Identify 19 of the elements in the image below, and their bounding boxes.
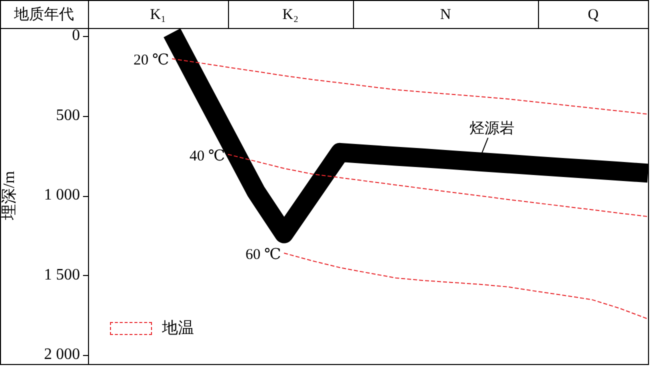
y-tick-label: 1 000 bbox=[44, 186, 80, 204]
y-tick-label: 1 500 bbox=[44, 266, 80, 284]
text: N bbox=[440, 6, 452, 23]
line-series bbox=[228, 154, 648, 218]
series-label: 40 ℃ bbox=[189, 148, 225, 164]
line-series bbox=[284, 252, 648, 320]
text: Q bbox=[588, 6, 599, 23]
y-axis-title: 埋深/m bbox=[0, 170, 18, 221]
y-tick-label: 0 bbox=[72, 27, 80, 44]
x-axis-title: 地质年代 bbox=[13, 6, 74, 23]
series-label: 60 ℃ bbox=[245, 247, 281, 264]
y-tick-label: 2 000 bbox=[44, 346, 80, 364]
series-label: 20 ℃ bbox=[133, 52, 169, 69]
text: K₁ bbox=[150, 6, 166, 23]
text: K₂ bbox=[282, 6, 298, 23]
legend-title: 地温 bbox=[162, 318, 194, 339]
y-tick-label: 500 bbox=[56, 106, 80, 124]
line-series bbox=[172, 58, 648, 115]
series-label: 烃源岩 bbox=[470, 120, 514, 137]
